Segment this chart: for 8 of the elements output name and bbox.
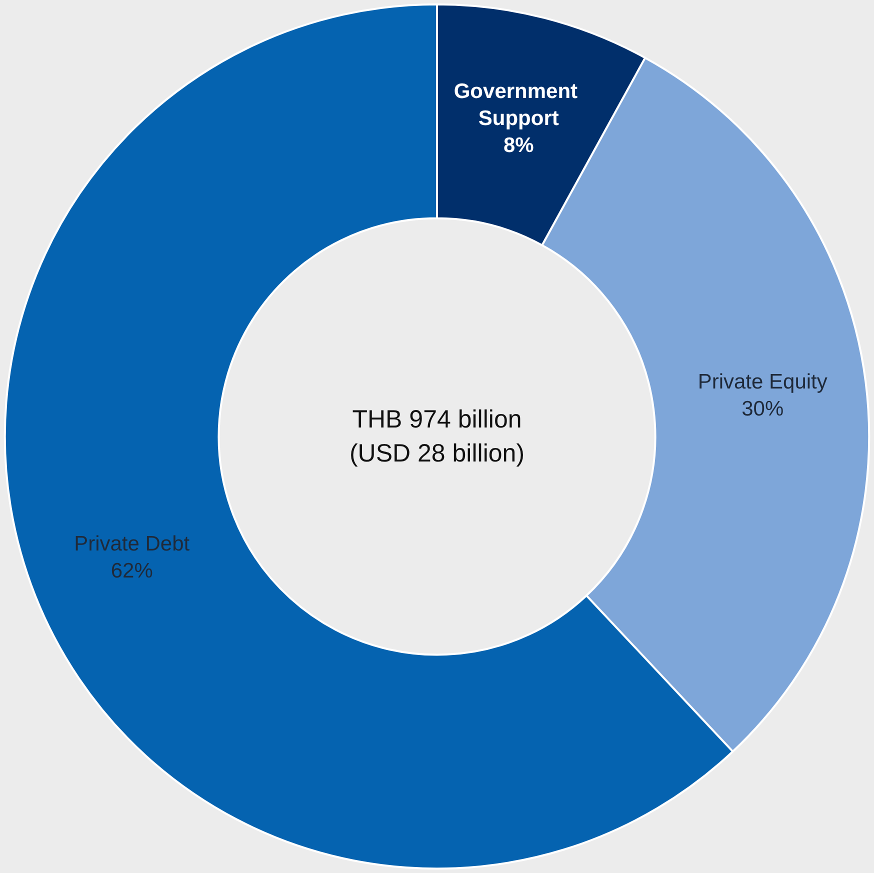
- text: THB 974 billion: [352, 406, 522, 434]
- data-label: 30%: [742, 397, 784, 420]
- text: (USD 28 billion): [349, 440, 525, 468]
- slice-label: Private Debt: [74, 532, 190, 556]
- slice-label: Government Support: [454, 80, 584, 130]
- data-label: 8%: [503, 134, 534, 158]
- slice-label: Private Equity: [698, 370, 828, 394]
- data-label: 62%: [110, 559, 153, 582]
